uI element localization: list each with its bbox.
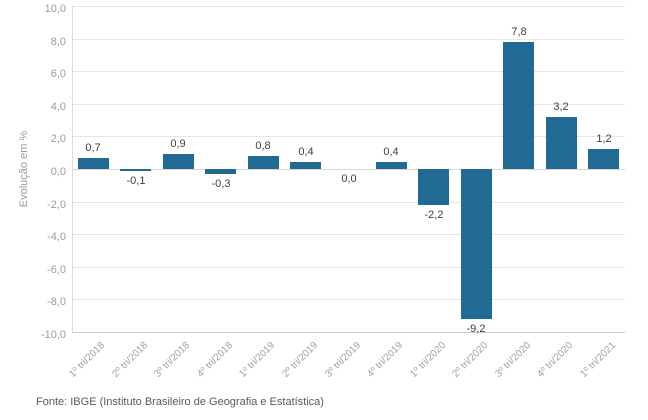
x-axis-tick-text: 3º tri/2018 (151, 340, 192, 380)
y-axis-tick-label: 8,0 (50, 36, 66, 48)
bar-value-label: 1,2 (596, 133, 612, 145)
y-axis-tick-label: -2,0 (47, 199, 66, 211)
bar[interactable] (588, 149, 619, 169)
bar[interactable] (290, 162, 321, 169)
gridline (72, 267, 625, 268)
bar-value-label: 0,8 (255, 140, 271, 152)
x-axis-tick-text: 4º tri/2018 (194, 340, 235, 380)
x-axis-tick-text: 1º tri/2021 (577, 340, 618, 380)
gridline (72, 299, 625, 300)
y-axis-tick-label: -6,0 (47, 264, 66, 276)
bar[interactable] (546, 117, 577, 169)
bar-value-label: -0,1 (126, 175, 146, 187)
bar[interactable] (461, 169, 492, 319)
gridline (72, 71, 625, 72)
y-axis-tick-label: 10,0 (44, 3, 66, 15)
gridline (72, 6, 625, 7)
x-axis-tick-text: 2º tri/2019 (279, 340, 320, 380)
bar-value-label: 0,9 (170, 138, 186, 150)
y-axis-line (72, 6, 73, 332)
x-axis-tick-text: 3º tri/2020 (492, 340, 533, 380)
gridline (72, 136, 625, 137)
bar-value-label: 0,4 (298, 146, 314, 158)
gridline (72, 104, 625, 105)
gridline (72, 169, 625, 170)
gridline (72, 332, 625, 333)
source-note: Fonte: IBGE (Instituto Brasileiro de Geo… (36, 396, 324, 408)
bar[interactable] (376, 162, 407, 169)
y-axis-tick-label: 4,0 (50, 101, 66, 113)
y-axis-tick-label: -10,0 (40, 329, 66, 341)
bar[interactable] (418, 169, 449, 205)
y-axis-tick-label: 2,0 (50, 133, 66, 145)
x-axis-tick-text: 2º tri/2020 (449, 340, 490, 380)
bar-value-label: 0,7 (85, 142, 101, 154)
bar[interactable] (120, 169, 151, 171)
bar[interactable] (163, 154, 194, 169)
bar[interactable] (248, 156, 279, 169)
bar-value-label: -2,2 (424, 209, 444, 221)
bar-value-label: -9,2 (466, 323, 486, 335)
bar-value-label: -0,3 (211, 178, 231, 190)
bar-value-label: 0,0 (341, 173, 357, 185)
bar-value-label: 7,8 (511, 26, 527, 38)
bar[interactable] (205, 169, 236, 174)
y-axis-tick-label: -8,0 (47, 296, 66, 308)
x-axis-tick-text: 2º tri/2018 (109, 340, 150, 380)
x-axis-tick-text: 1º tri/2018 (66, 340, 107, 380)
x-axis-tick-text: 3º tri/2019 (322, 340, 363, 380)
bar-value-label: 3,2 (553, 101, 569, 113)
gridline (72, 39, 625, 40)
y-axis-tick-label: 0,0 (50, 166, 66, 178)
bar-value-label: 0,4 (383, 146, 399, 158)
x-axis-tick-text: 1º tri/2020 (407, 340, 448, 380)
gridline (72, 202, 625, 203)
x-axis-tick-text: 1º tri/2019 (236, 340, 277, 380)
y-axis-tick-label: -4,0 (47, 231, 66, 243)
bar[interactable] (503, 42, 534, 169)
y-axis-tick-label: 6,0 (50, 68, 66, 80)
x-axis-tick-text: 4º tri/2020 (534, 340, 575, 380)
y-axis-title: Evolução em % (18, 130, 30, 208)
bar[interactable] (78, 158, 109, 169)
gridline (72, 234, 625, 235)
x-axis-tick-text: 4º tri/2019 (364, 340, 405, 380)
